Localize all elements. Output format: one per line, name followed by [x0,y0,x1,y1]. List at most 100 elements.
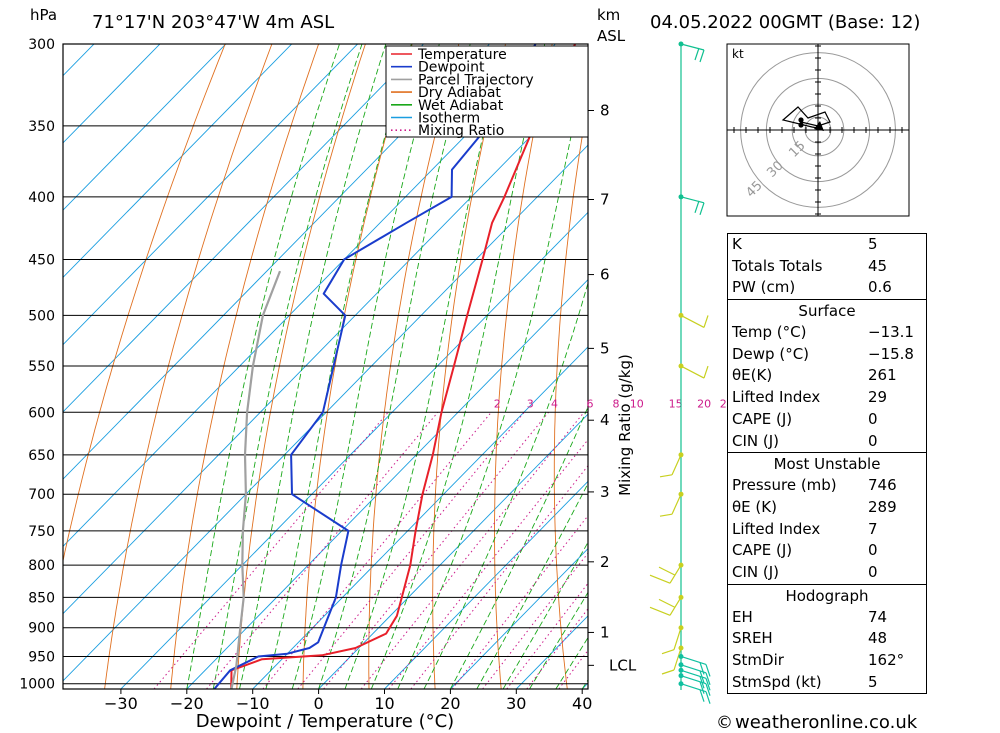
km-tick-label: 4 [600,411,610,429]
mixing-ratio-line [506,582,588,689]
index-value: 746 [868,476,897,495]
hodograph-unit: kt [732,47,744,61]
most-unstable-box: Most Unstable Pressure (mb) 746 θE (K) 289 L… [727,452,927,584]
mixing-ratio-label: 2 [494,397,501,410]
isotherm-line [63,44,293,279]
isotherm-line [63,144,588,682]
wind-profile [649,41,711,704]
mixing-ratio-line [451,514,588,689]
x-tick-label: 20 [440,694,460,713]
index-label: CAPE (J) [732,409,793,428]
surface-box: Surface Temp (°C) −13.1 Dewp (°C) −15.8 θE(K… [727,299,927,453]
mixing-ratio-label: 6 [586,397,593,410]
wind-barb [649,564,682,584]
index-value: 45 [868,256,888,275]
wet-adiabat-line [186,44,340,689]
index-row: Pressure (mb) 746 [728,475,926,497]
pressure-tick-label: 900 [28,621,55,637]
index-label: θE(K) [732,366,773,385]
pressure-tick-label: 600 [28,405,55,421]
wind-barb [659,493,682,517]
wind-barb [680,675,711,696]
index-label: SREH [732,629,773,648]
isotherm-line [252,346,588,689]
index-label: K [732,235,742,253]
km-tick-label: 7 [600,191,610,209]
legend-entry: Dewpoint [418,60,485,76]
index-label: StmSpd (kt) [732,672,822,691]
index-value: 0.6 [868,278,892,297]
index-value: 289 [868,497,897,516]
wind-barb [680,43,705,63]
hodograph-point [798,122,804,128]
index-value: 0 [868,431,878,450]
height-axis: 1 2 3 4 5 6 7 8 LCL [588,102,637,674]
x-axis-title: Dewpoint / Temperature (°C) [196,711,454,732]
mixing-ratio-label: 3 [527,397,534,410]
wet-adiabat-line [239,44,387,689]
mixing-ratio-line [153,411,389,689]
index-label: Lifted Index [732,519,821,538]
index-row: CIN (J) 0 [728,562,926,584]
km-tick-label: 8 [600,102,610,120]
km-tick-label: 2 [600,553,610,571]
index-row: CIN (J) 0 [728,431,926,453]
wind-barb [680,314,709,328]
wet-adiabat-line [318,44,471,689]
index-label: Lifted Index [732,388,821,407]
index-label: Temp (°C) [732,323,807,342]
isotherm-line [318,413,588,689]
mixing-ratio-label: 4 [551,397,558,410]
wet-adiabat-line [423,281,588,689]
isotherm-line [63,44,425,413]
legend-entry: Parcel Trajectory [418,72,534,88]
x-tick-label: −10 [236,694,270,713]
pressure-grid [63,43,588,685]
legend-entry: Temperature [417,47,507,63]
plot-frame [62,43,589,690]
km-tick-label: 1 [600,623,610,641]
isotherm-line [63,44,227,211]
index-row: Lifted Index 29 [728,387,926,409]
legend-entry: Isotherm [418,111,480,127]
index-label: CIN (J) [732,431,780,450]
mixing-ratio-axis-title: Mixing Ratio (g/kg) [616,354,634,496]
pressure-unit-label: hPa [30,6,57,24]
index-value: 261 [868,366,897,385]
index-value: 7 [868,519,878,538]
isotherm-line [63,44,161,144]
wet-adiabat-line [397,53,588,689]
index-value: 0 [868,409,878,428]
indices-panel: K 5 Totals Totals 45 PW (cm) 0.6 Surface Temp… [727,233,927,695]
wet-adiabat-line [291,44,440,689]
index-value: 29 [868,388,888,407]
mixing-ratio-line [297,411,525,689]
wet-adiabat-line [502,541,588,689]
surface-title: Surface [798,302,856,321]
wind-barb [649,597,682,616]
index-row: CAPE (J) 0 [728,540,926,562]
pressure-tick-label: 350 [28,119,55,135]
isotherm-line [120,211,588,689]
legend-entry: Mixing Ratio [418,123,504,139]
isotherm-line [384,480,588,689]
site-credit: weatheronline.co.uk [735,712,918,733]
mixing-ratio-line [206,411,439,689]
pressure-tick-label: 1000 [19,677,55,693]
height-unit-asl: ASL [597,27,626,45]
index-value: 0 [868,562,878,581]
index-row: Dewp (°C) −15.8 [728,344,926,366]
x-tick-label: 10 [374,694,394,713]
x-tick-label: 40 [572,694,592,713]
wet-adiabat-line [450,405,588,689]
mixing-ratio-line [482,552,588,689]
datetime-title: 04.05.2022 00GMT (Base: 12) [650,12,920,33]
mixing-ratio-label: 8 [613,397,620,410]
height-unit-km: km [597,6,620,24]
index-row: θE (K) 289 [728,497,926,519]
pressure-tick-label: 750 [28,524,55,540]
